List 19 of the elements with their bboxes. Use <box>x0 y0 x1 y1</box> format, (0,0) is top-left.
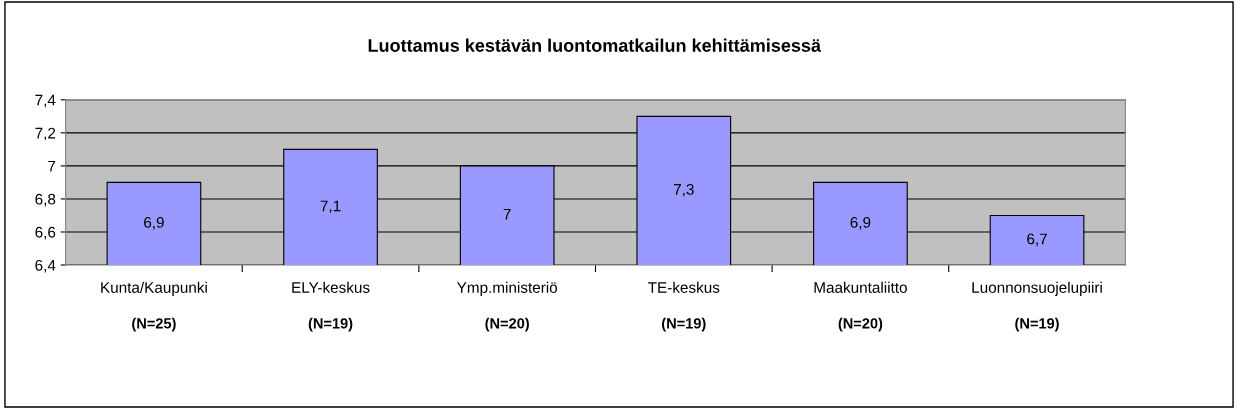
data-label: 7,1 <box>320 200 341 214</box>
data-label: 6,9 <box>850 217 871 230</box>
category-label: Maakuntaliitto (N=20) <box>814 281 907 332</box>
data-label: 7,3 <box>673 183 694 197</box>
data-label: 6,9 <box>144 217 164 230</box>
category-label: Luonnonsuojelupiiri (N=19) <box>972 281 1102 332</box>
category-label: TE-keskus (N=19) <box>648 281 720 332</box>
y-tick-label: 6,4 <box>35 259 56 273</box>
y-tick-label: 7,2 <box>35 127 56 141</box>
chart-title: Luottamus kestävän luontomatkailun kehittämisessä <box>368 38 822 52</box>
y-tick-label: 7,4 <box>35 94 56 108</box>
data-label: 6,7 <box>1027 233 1047 247</box>
category-label: Kunta/Kaupunki (N=25) <box>101 281 207 332</box>
data-label: 7 <box>503 208 511 220</box>
y-tick-label: 7 <box>48 160 56 172</box>
category-label: ELY-keskus (N=19) <box>292 281 370 332</box>
y-tick-label: 6,8 <box>35 193 56 207</box>
y-tick-label: 6,6 <box>35 226 56 240</box>
category-label: Ymp.ministeriö (N=20) <box>456 281 558 332</box>
